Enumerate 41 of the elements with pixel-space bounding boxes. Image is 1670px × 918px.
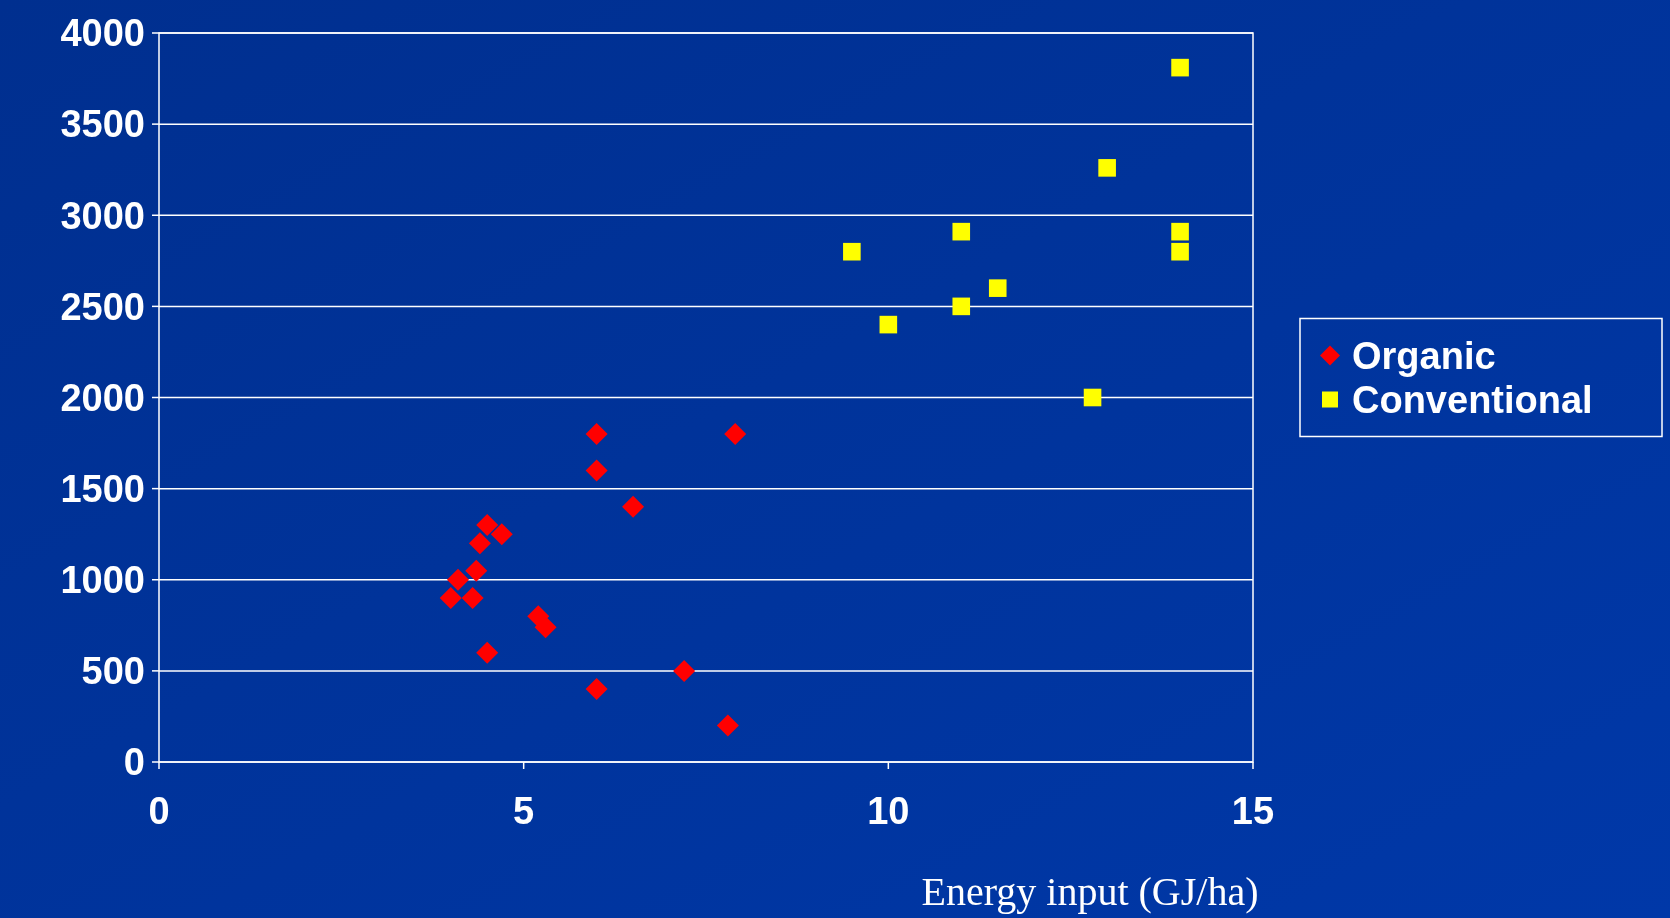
x-tick-label: 5	[513, 790, 535, 832]
point	[534, 616, 557, 639]
point	[1171, 58, 1189, 77]
y-tick-label: 2500	[60, 285, 145, 328]
point	[585, 459, 608, 482]
point	[447, 568, 470, 591]
x-axis-title: Energy input (GJ/ha)	[921, 869, 1259, 914]
y-tick-label: 1500	[60, 467, 145, 510]
point	[465, 559, 488, 582]
y-tick-label: 0	[123, 741, 145, 784]
y-tick-label: 1000	[60, 559, 145, 602]
legend-label: Conventional	[1352, 378, 1593, 421]
legend-label: Organic	[1352, 334, 1496, 377]
point	[724, 422, 747, 445]
y-tick-label: 3500	[60, 103, 145, 146]
point	[585, 678, 608, 701]
point	[843, 242, 861, 261]
point	[1098, 159, 1116, 177]
point	[952, 222, 971, 241]
point	[476, 641, 499, 664]
point	[585, 422, 608, 445]
y-tick-label: 4000	[60, 12, 145, 55]
point	[1171, 242, 1189, 261]
point	[988, 279, 1007, 297]
point	[476, 514, 499, 537]
x-tick-label: 10	[867, 790, 910, 832]
point	[1171, 222, 1189, 241]
point	[622, 495, 645, 518]
point	[716, 714, 739, 737]
x-tick-label: 15	[1231, 790, 1275, 832]
point	[439, 586, 462, 609]
y-tick-label: 3000	[60, 194, 145, 237]
point	[879, 315, 898, 334]
point	[461, 586, 484, 609]
point	[673, 659, 696, 682]
point	[1083, 388, 1102, 407]
y-tick-label: 500	[81, 650, 145, 693]
point	[468, 532, 491, 555]
point	[952, 297, 971, 316]
point	[490, 523, 513, 546]
y-tick-label: 2000	[60, 376, 145, 419]
